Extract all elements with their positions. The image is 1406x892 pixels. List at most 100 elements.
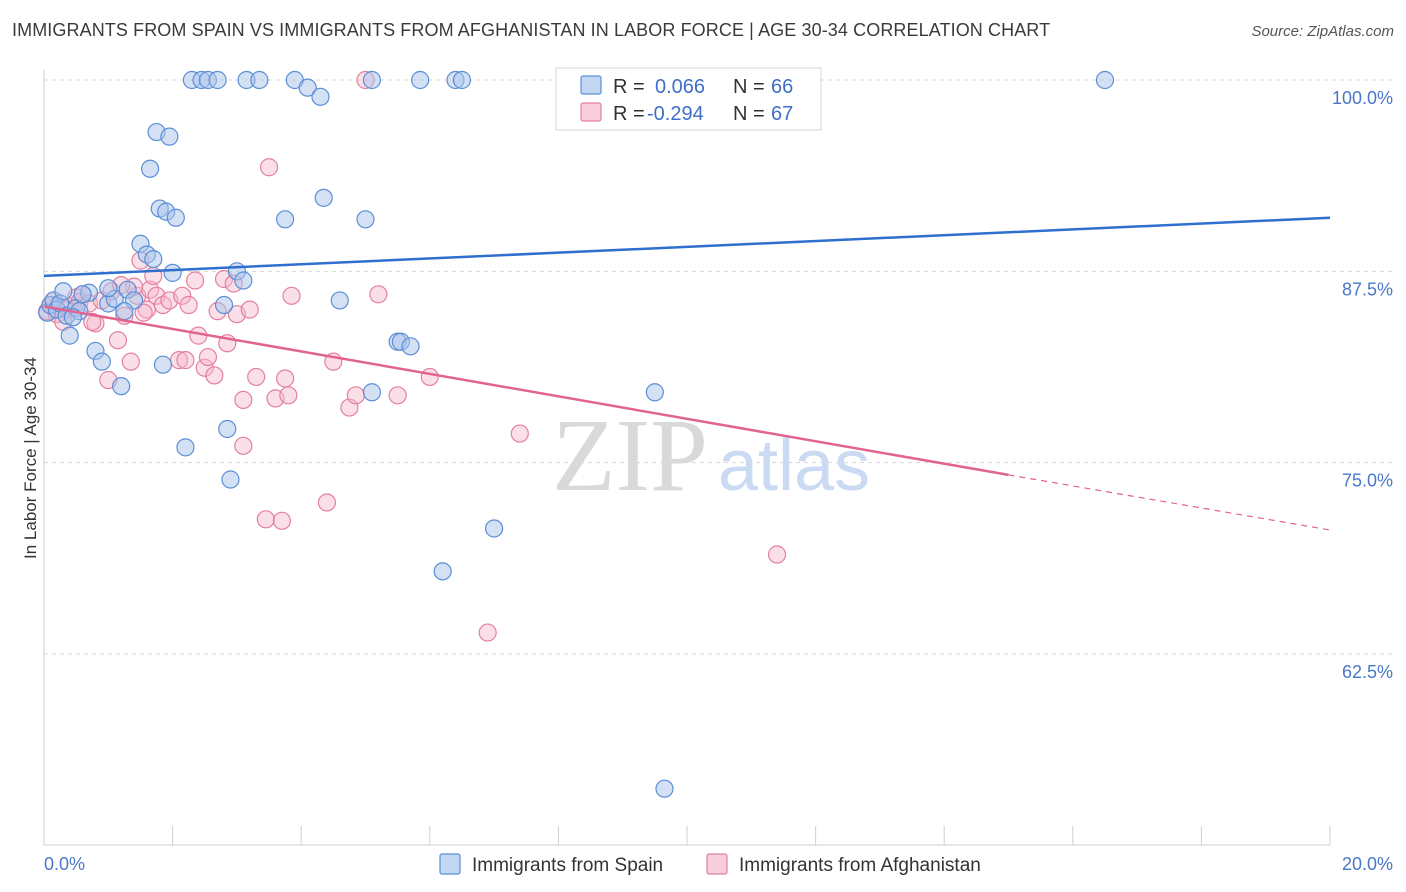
legend-r-label-spain: R = [613,76,645,98]
afghanistan-point [276,369,295,388]
spain-point [311,87,330,106]
watermark-zip: ZIP [552,398,708,513]
afghanistan-point [282,286,301,305]
chart-title: IMMIGRANTS FROM SPAIN VS IMMIGRANTS FROM… [12,20,1051,40]
spain-point [452,70,472,90]
spain-point [166,208,185,227]
afghanistan-point [121,352,140,371]
bottom-legend-label-spain: Immigrants from Spain [472,855,663,876]
legend-n-value-afghanistan: 67 [771,103,793,125]
afghanistan-trend-extension [1008,474,1331,531]
spain-point [356,210,375,229]
afghanistan-trend-line [43,305,1009,477]
afghanistan-point [317,493,337,512]
afghanistan-point [369,285,388,304]
chart-source: Source: ZipAtlas.com [1251,23,1394,40]
y-tick-label: 75.0% [1342,471,1393,491]
x-tick-label: 20.0% [1342,854,1393,874]
afghanistan-point [205,366,224,385]
legend-n-label-spain: N = [733,76,765,98]
spain-point [234,271,253,290]
y-axis-tick-labels: 100.0% 87.5% 75.0% 62.5% [1332,88,1393,682]
x-axis-tick-labels: 0.0% 20.0% [44,854,1393,874]
afghanistan-point [153,295,173,315]
spain-point [218,419,237,439]
legend-swatch-spain [580,75,602,95]
bottom-legend-swatch-spain [439,853,461,875]
spain-point [176,438,195,457]
spain-point [92,352,111,371]
legend-n-label-afghanistan: N = [733,103,765,125]
spain-point [60,326,79,345]
correlation-legend: R = 0.066 N = 66 R = -0.294 N = 67 [555,67,822,131]
spain-point [73,285,92,304]
spain-point [140,159,160,178]
afghanistan-point [420,367,439,387]
x-axis-ticks [172,826,1331,845]
spain-point [362,70,382,90]
afghanistan-point [247,367,266,387]
spain-point [411,70,430,90]
series-afghanistan-points [38,70,787,642]
afghanistan-point [259,158,279,177]
afghanistan-point [176,351,195,370]
afghanistan-point [388,386,407,405]
spain-point [1095,70,1115,90]
legend-n-value-spain: 66 [771,76,793,98]
afghanistan-point [186,271,205,290]
afghanistan-point [234,436,253,455]
spain-point [401,337,420,356]
gridlines [44,79,1392,655]
afghanistan-point [767,545,787,564]
y-tick-label: 62.5% [1342,662,1393,682]
bottom-legend-label-afghanistan: Immigrants from Afghanistan [739,855,981,876]
legend-r-value-afghanistan: -0.294 [647,103,704,125]
bottom-legend-swatch-afghanistan [706,853,728,875]
spain-point [99,279,118,298]
spain-point [208,70,227,90]
legend-r-label-afghanistan: R = [613,103,645,125]
afghanistan-point [179,295,198,315]
afghanistan-point [134,303,153,322]
watermark-atlas: atlas [718,426,870,506]
spain-point [314,188,333,207]
spain-point [214,295,234,315]
afghanistan-point [108,331,128,350]
spain-point [276,210,295,229]
spain-point [153,355,173,374]
spain-point [645,383,664,402]
afghanistan-point [83,312,102,331]
afghanistan-point [279,386,298,405]
y-tick-label: 87.5% [1342,279,1393,299]
series-spain-points [38,70,1115,798]
spain-point [485,519,504,538]
afghanistan-point [256,510,275,529]
afghanistan-point [234,390,253,410]
spain-point [54,282,73,301]
afghanistan-point [510,424,529,443]
spain-point [115,302,134,321]
spain-point [160,127,179,146]
spain-point [144,249,163,269]
spain-point [298,78,317,97]
afghanistan-point [346,386,365,405]
spain-trend-line [43,216,1331,278]
afghanistan-point [195,358,214,377]
y-axis-label: In Labor Force | Age 30-34 [21,357,40,559]
spain-point [250,70,269,90]
spain-point [163,263,182,282]
trend-lines [43,216,1331,531]
spain-point [433,562,452,581]
spain-point [330,291,349,310]
series-legend: Immigrants from Spain Immigrants from Af… [439,853,981,876]
x-tick-label: 0.0% [44,854,85,874]
spain-point [221,470,240,489]
watermark: ZIP atlas [552,398,870,513]
afghanistan-point [272,511,292,530]
afghanistan-point [478,623,497,642]
legend-swatch-afghanistan [580,102,602,122]
afghanistan-point [198,347,218,367]
legend-r-value-spain: 0.066 [655,76,705,98]
